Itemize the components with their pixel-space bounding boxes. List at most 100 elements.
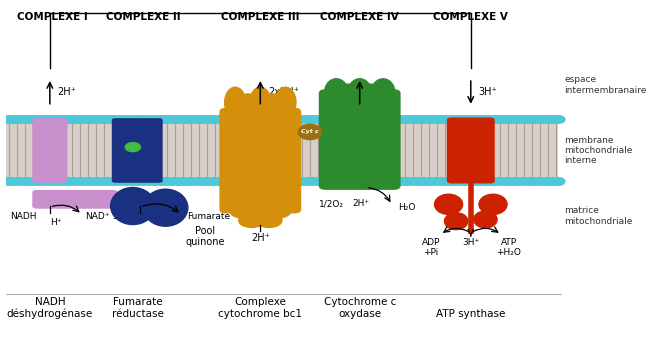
- Ellipse shape: [239, 214, 264, 227]
- Ellipse shape: [260, 116, 273, 123]
- Text: COMPLEXE IV: COMPLEXE IV: [320, 13, 399, 22]
- Ellipse shape: [102, 177, 115, 185]
- Ellipse shape: [283, 116, 296, 123]
- Text: NAD⁺: NAD⁺: [85, 212, 109, 221]
- FancyBboxPatch shape: [33, 118, 67, 183]
- Ellipse shape: [143, 116, 156, 123]
- Ellipse shape: [307, 116, 320, 123]
- Ellipse shape: [511, 177, 524, 185]
- Ellipse shape: [488, 177, 501, 185]
- Ellipse shape: [32, 177, 44, 185]
- Ellipse shape: [517, 177, 530, 185]
- Ellipse shape: [262, 94, 283, 118]
- Ellipse shape: [301, 116, 314, 123]
- Ellipse shape: [435, 116, 448, 123]
- Ellipse shape: [195, 116, 208, 123]
- Ellipse shape: [476, 177, 489, 185]
- Text: 1/2O₂: 1/2O₂: [319, 199, 344, 208]
- Text: Complexe
cytochrome bc1: Complexe cytochrome bc1: [218, 297, 302, 319]
- Ellipse shape: [131, 177, 144, 185]
- Ellipse shape: [499, 177, 512, 185]
- Ellipse shape: [143, 177, 156, 185]
- Ellipse shape: [207, 116, 220, 123]
- Ellipse shape: [441, 116, 454, 123]
- Ellipse shape: [312, 177, 326, 185]
- Ellipse shape: [271, 116, 284, 123]
- Ellipse shape: [400, 177, 413, 185]
- Ellipse shape: [90, 177, 103, 185]
- Text: membrane
mitochondriale
interne: membrane mitochondriale interne: [564, 136, 633, 165]
- Ellipse shape: [154, 177, 167, 185]
- Ellipse shape: [225, 177, 238, 185]
- Ellipse shape: [225, 87, 245, 118]
- Ellipse shape: [271, 177, 284, 185]
- Ellipse shape: [365, 116, 378, 123]
- Text: Cyt c: Cyt c: [301, 129, 319, 135]
- Ellipse shape: [125, 177, 138, 185]
- Text: 3H⁺: 3H⁺: [462, 238, 479, 247]
- Ellipse shape: [137, 116, 150, 123]
- Ellipse shape: [464, 177, 477, 185]
- Ellipse shape: [148, 116, 161, 123]
- Ellipse shape: [14, 116, 27, 123]
- Ellipse shape: [417, 116, 430, 123]
- Ellipse shape: [236, 116, 249, 123]
- Ellipse shape: [247, 209, 273, 223]
- Ellipse shape: [289, 177, 302, 185]
- Ellipse shape: [470, 177, 483, 185]
- Ellipse shape: [383, 177, 395, 185]
- Ellipse shape: [277, 177, 290, 185]
- Text: 2H⁺: 2H⁺: [251, 233, 270, 243]
- Ellipse shape: [523, 177, 536, 185]
- Ellipse shape: [73, 116, 85, 123]
- Ellipse shape: [189, 177, 202, 185]
- Ellipse shape: [474, 211, 497, 228]
- Ellipse shape: [230, 177, 243, 185]
- Ellipse shape: [359, 177, 372, 185]
- Ellipse shape: [540, 116, 553, 123]
- Ellipse shape: [511, 116, 524, 123]
- Ellipse shape: [377, 177, 389, 185]
- Ellipse shape: [61, 116, 74, 123]
- Ellipse shape: [14, 177, 27, 185]
- Text: 2x2H⁺: 2x2H⁺: [268, 87, 299, 97]
- Ellipse shape: [254, 116, 267, 123]
- Text: matrice
mitochondriale: matrice mitochondriale: [564, 207, 633, 226]
- Ellipse shape: [254, 177, 267, 185]
- Ellipse shape: [452, 116, 465, 123]
- Ellipse shape: [307, 177, 320, 185]
- Ellipse shape: [32, 116, 44, 123]
- Ellipse shape: [464, 116, 477, 123]
- Ellipse shape: [201, 116, 214, 123]
- Ellipse shape: [546, 116, 559, 123]
- Ellipse shape: [201, 177, 214, 185]
- Ellipse shape: [160, 116, 173, 123]
- Ellipse shape: [230, 116, 243, 123]
- Ellipse shape: [166, 116, 179, 123]
- Ellipse shape: [318, 177, 331, 185]
- Ellipse shape: [131, 116, 144, 123]
- Text: ATP synthase: ATP synthase: [436, 309, 505, 319]
- Ellipse shape: [119, 177, 132, 185]
- Ellipse shape: [488, 116, 501, 123]
- Text: Cytochrome c
oxydase: Cytochrome c oxydase: [324, 297, 396, 319]
- Ellipse shape: [348, 79, 371, 106]
- Text: NADH: NADH: [10, 212, 37, 221]
- Ellipse shape: [166, 177, 179, 185]
- Ellipse shape: [107, 116, 120, 123]
- Ellipse shape: [55, 116, 68, 123]
- Ellipse shape: [330, 116, 342, 123]
- Ellipse shape: [447, 177, 460, 185]
- Ellipse shape: [44, 177, 56, 185]
- Ellipse shape: [3, 116, 16, 123]
- Ellipse shape: [517, 116, 530, 123]
- Ellipse shape: [441, 177, 454, 185]
- Ellipse shape: [324, 116, 337, 123]
- Ellipse shape: [301, 177, 314, 185]
- Text: COMPLEXE II: COMPLEXE II: [106, 13, 181, 22]
- Ellipse shape: [470, 116, 483, 123]
- Ellipse shape: [330, 177, 342, 185]
- Ellipse shape: [482, 177, 495, 185]
- Ellipse shape: [79, 116, 91, 123]
- Ellipse shape: [336, 177, 348, 185]
